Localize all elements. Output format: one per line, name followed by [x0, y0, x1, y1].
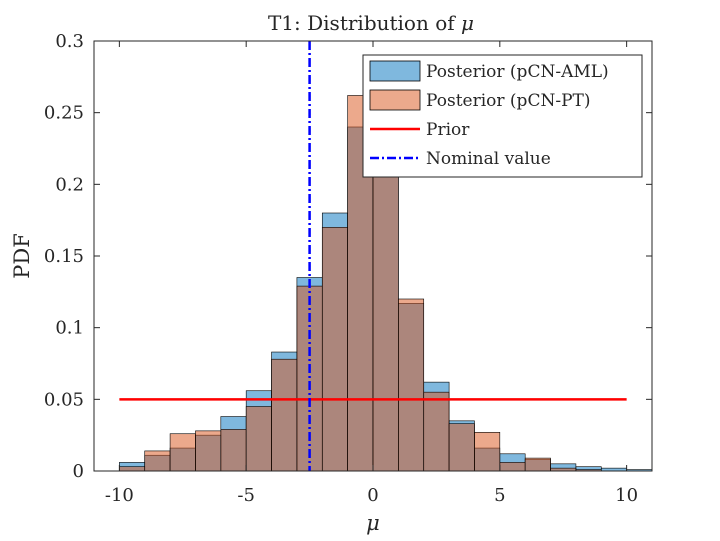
histogram-bar-2-2 — [144, 450, 171, 472]
legend-swatch-2 — [369, 89, 421, 111]
legend-label-2: Posterior (pCN-PT) — [426, 91, 590, 111]
y-tick-label: 0.25 — [44, 103, 84, 124]
histogram-bar-2-17 — [524, 457, 551, 472]
histogram-bar-2-9 — [321, 227, 348, 472]
histogram-bar-2-3 — [169, 433, 196, 472]
y-axis-title: PDF — [10, 233, 34, 279]
histogram-bar-2-12 — [398, 298, 425, 472]
histogram-bar-2-13 — [423, 391, 450, 472]
y-tick-label: 0.3 — [55, 31, 84, 52]
histogram-bar-2-5 — [220, 429, 247, 472]
histogram-bar-2-14 — [448, 423, 475, 472]
y-tick-label: 0.15 — [44, 246, 84, 267]
histogram-bar-2-11 — [372, 166, 399, 472]
x-tick-label: -10 — [105, 485, 134, 506]
x-tick-label: 10 — [615, 485, 638, 506]
legend: Posterior (pCN-AML) Posterior (pCN-PT) Pri… — [362, 54, 643, 178]
x-tick-label: -5 — [237, 485, 255, 506]
y-tick-label: 0.2 — [55, 174, 84, 195]
histogram-bar-2-7 — [271, 358, 298, 472]
histogram-bar-2-6 — [245, 406, 272, 472]
legend-swatch-1 — [369, 60, 421, 82]
legend-label-3: Prior — [426, 120, 470, 140]
y-tick-label: 0.05 — [44, 389, 84, 410]
x-tick-label: 5 — [494, 485, 505, 506]
histogram-bar-2-4 — [195, 430, 222, 472]
chart-title: T1: Distribution of μ — [268, 11, 474, 35]
plot-area — [119, 41, 653, 472]
legend-label-1: Posterior (pCN-AML) — [426, 62, 609, 82]
histogram-bar-2-1 — [119, 466, 146, 472]
chart-title-text: T1: Distribution of — [268, 11, 461, 35]
histogram-bar-2-15 — [474, 431, 501, 472]
y-tick-label: 0.1 — [55, 318, 84, 339]
chart-title-symbol: μ — [461, 11, 474, 35]
x-tick-label: 0 — [367, 485, 378, 506]
histogram-bar-2-16 — [499, 462, 526, 472]
axes: -10 -5 0 5 10 0 0.05 0.1 0.15 0.2 0.25 0.3 — [44, 31, 653, 506]
legend-label-4: Nominal value — [426, 149, 551, 169]
y-tick-label: 0 — [73, 461, 84, 482]
x-axis-title: μ — [366, 511, 380, 535]
